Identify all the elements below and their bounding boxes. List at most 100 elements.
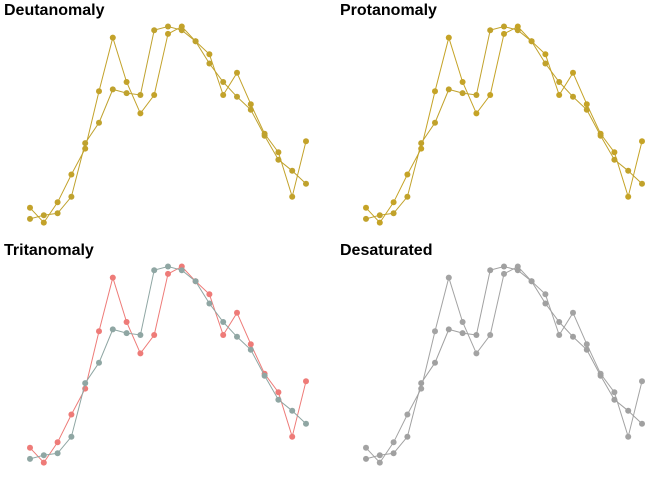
data-point [473, 332, 480, 338]
data-point [206, 51, 213, 58]
plot-area [27, 263, 309, 466]
data-point [27, 444, 33, 451]
data-point [137, 110, 144, 117]
panel-title: Tritanomaly [4, 242, 94, 259]
data-point [445, 86, 452, 93]
data-point [639, 420, 645, 427]
series-2 [27, 263, 309, 462]
data-point [178, 27, 185, 34]
data-point [514, 267, 521, 274]
data-point [303, 138, 309, 145]
data-point [137, 332, 144, 338]
data-point [220, 332, 227, 338]
data-point [363, 455, 369, 462]
data-point [625, 193, 632, 200]
data-point [82, 140, 89, 147]
data-point [542, 291, 549, 298]
data-point [123, 79, 130, 85]
data-point [639, 180, 645, 187]
data-point [390, 199, 397, 206]
data-point [556, 92, 563, 98]
data-point [109, 274, 116, 281]
data-point [459, 330, 466, 337]
data-point [418, 380, 425, 387]
data-point [570, 333, 576, 340]
data-point [54, 210, 61, 217]
series-line [365, 265, 643, 464]
series-line [365, 25, 643, 224]
data-point [501, 23, 507, 30]
data-point [40, 212, 47, 219]
data-point [473, 92, 480, 98]
data-point [40, 219, 47, 226]
data-point [528, 38, 535, 45]
data-point [165, 23, 171, 30]
data-point [376, 212, 383, 219]
data-point [192, 278, 199, 285]
plot-area [363, 263, 645, 466]
series-1 [27, 23, 309, 226]
data-point [639, 378, 645, 385]
series-2 [27, 23, 309, 222]
data-point [542, 300, 549, 307]
data-point [625, 433, 632, 440]
data-point [96, 359, 102, 366]
data-point [40, 452, 47, 459]
panel-desaturated: Desaturated [336, 240, 672, 480]
data-point [404, 411, 411, 418]
data-point [165, 30, 171, 37]
data-point [54, 199, 61, 206]
data-point [487, 267, 494, 274]
data-point [206, 300, 213, 307]
data-point [68, 193, 75, 200]
data-point [445, 274, 452, 281]
series-line [29, 25, 307, 224]
data-point [501, 270, 507, 277]
data-point [220, 319, 227, 325]
data-point [192, 38, 199, 45]
series-line [29, 25, 307, 220]
data-point [432, 119, 438, 126]
data-point [390, 210, 397, 217]
plot-area [363, 23, 645, 226]
data-point [82, 380, 89, 387]
panel-deutanomaly: Deutanomaly [0, 0, 336, 240]
data-point [27, 215, 33, 222]
data-point [109, 34, 116, 41]
data-point [583, 106, 590, 113]
data-point [473, 350, 480, 357]
data-point [404, 433, 411, 440]
data-point [303, 180, 309, 187]
data-point [570, 93, 576, 100]
data-point [151, 27, 158, 34]
data-point [556, 79, 563, 85]
data-point [625, 407, 632, 414]
data-point [376, 452, 383, 459]
data-point [418, 140, 425, 147]
data-point [514, 27, 521, 34]
series-2 [363, 23, 645, 222]
data-point [404, 193, 411, 200]
data-point [542, 60, 549, 67]
data-point [275, 389, 282, 396]
data-point [234, 93, 240, 100]
data-point [151, 267, 158, 274]
data-point [96, 119, 102, 126]
data-point [165, 270, 171, 277]
data-point [597, 372, 604, 379]
data-point [137, 92, 144, 98]
data-point [556, 319, 563, 325]
data-point [27, 204, 33, 211]
data-point [487, 332, 494, 338]
data-point [432, 359, 438, 366]
data-point [611, 149, 618, 156]
data-point [639, 138, 645, 145]
data-point [583, 346, 590, 353]
data-point [151, 332, 158, 338]
data-point [165, 263, 171, 270]
series-line [29, 265, 307, 460]
data-point [27, 455, 33, 462]
data-point [96, 88, 102, 95]
data-point [178, 267, 185, 274]
